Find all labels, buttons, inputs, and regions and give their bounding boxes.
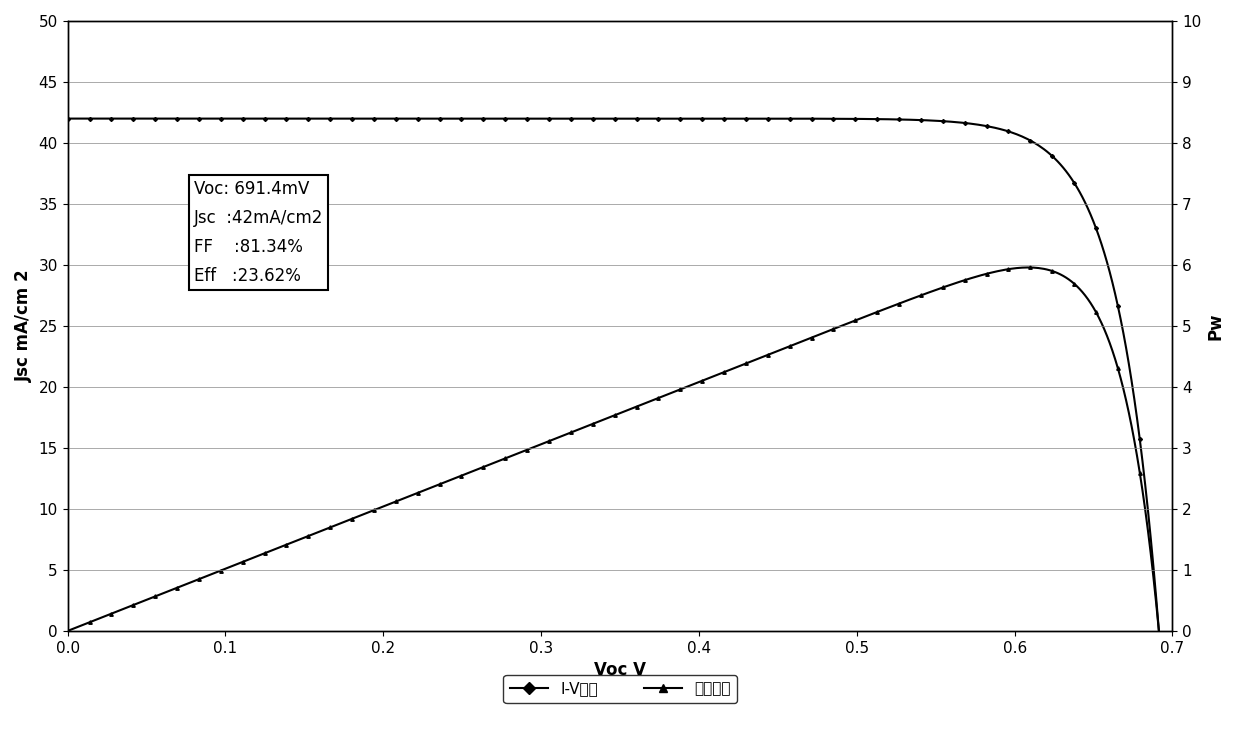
X-axis label: Voc V: Voc V bbox=[594, 661, 646, 679]
Y-axis label: Jsc mA/cm 2: Jsc mA/cm 2 bbox=[15, 270, 33, 382]
Legend: I-V曲线, 功率曲线: I-V曲线, 功率曲线 bbox=[503, 675, 737, 703]
Text: Voc: 691.4mV
Jsc  :42mA/cm2
FF    :81.34%
Eff   :23.62%: Voc: 691.4mV Jsc :42mA/cm2 FF :81.34% Ef… bbox=[193, 179, 324, 285]
Y-axis label: Pw: Pw bbox=[1207, 312, 1225, 339]
